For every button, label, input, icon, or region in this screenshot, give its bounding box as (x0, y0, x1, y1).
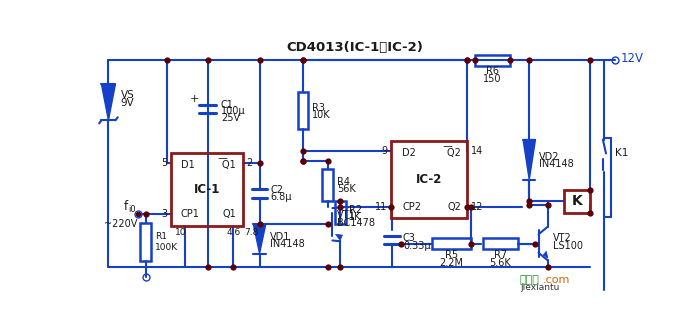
Text: VT1: VT1 (337, 210, 356, 220)
Text: 12V: 12V (621, 52, 644, 65)
Text: 56K: 56K (337, 184, 356, 194)
Text: i0: i0 (128, 205, 136, 214)
Text: 2.2M: 2.2M (440, 258, 463, 268)
Text: 14: 14 (471, 146, 484, 156)
Text: 10K: 10K (312, 110, 331, 120)
Text: 11: 11 (375, 202, 387, 212)
Text: C3: C3 (403, 233, 416, 243)
Text: f: f (124, 200, 128, 213)
Text: BC1478: BC1478 (337, 218, 375, 228)
Text: R1
100K: R1 100K (155, 232, 178, 252)
Text: 0.33μ: 0.33μ (403, 241, 430, 251)
Text: R4: R4 (337, 177, 350, 187)
Text: VD2: VD2 (539, 152, 560, 162)
Bar (172, 153, 242, 226)
Text: 150: 150 (483, 74, 502, 84)
Bar (322, 169, 333, 201)
Text: R6: R6 (486, 66, 499, 76)
Text: CD4013(IC-1～IC-2): CD4013(IC-1～IC-2) (286, 41, 424, 54)
Text: 2: 2 (246, 159, 253, 168)
Text: Q2: Q2 (447, 202, 461, 212)
Bar (298, 92, 309, 129)
Text: D2: D2 (402, 148, 416, 158)
Text: 7.8: 7.8 (244, 228, 259, 237)
Text: VD1: VD1 (270, 232, 290, 241)
Text: K1: K1 (615, 148, 629, 159)
Text: R3: R3 (312, 103, 326, 113)
Text: 9: 9 (382, 146, 387, 156)
Text: VS: VS (121, 90, 134, 100)
Polygon shape (335, 234, 342, 240)
Text: 接线图: 接线图 (520, 275, 540, 285)
Text: ~220V: ~220V (104, 219, 137, 229)
Text: ͞Q1: ͞Q1 (223, 160, 237, 170)
Text: IN4148: IN4148 (270, 239, 305, 248)
Text: 1K: 1K (349, 212, 362, 222)
Polygon shape (253, 224, 266, 254)
Text: C2: C2 (270, 186, 284, 195)
Text: ͞Q2: ͞Q2 (447, 147, 461, 158)
Bar (433, 238, 471, 249)
Text: .com: .com (543, 275, 570, 285)
Text: 5: 5 (161, 159, 167, 168)
Polygon shape (523, 139, 536, 180)
Text: jiexiantu: jiexiantu (520, 283, 559, 292)
Text: IC-2: IC-2 (416, 173, 442, 186)
Text: IC-1: IC-1 (194, 183, 220, 196)
Text: 100μ: 100μ (220, 106, 246, 116)
Text: R2: R2 (349, 205, 363, 215)
Text: CP1: CP1 (181, 209, 199, 219)
Bar (564, 190, 589, 213)
Text: 25V: 25V (220, 113, 240, 123)
Text: 4.6: 4.6 (226, 228, 240, 237)
Text: 12: 12 (471, 202, 484, 212)
Text: 9V: 9V (121, 98, 134, 108)
Text: CP2: CP2 (402, 202, 421, 212)
Polygon shape (543, 251, 548, 258)
Text: R5: R5 (445, 250, 458, 260)
Bar (335, 201, 346, 224)
Text: 6.8μ: 6.8μ (270, 192, 292, 202)
Text: Q1: Q1 (223, 209, 237, 219)
Text: C1: C1 (220, 100, 234, 110)
Bar (483, 238, 517, 249)
Text: LS100: LS100 (552, 241, 582, 251)
Bar (391, 141, 468, 218)
Text: +: + (190, 94, 199, 104)
Text: K: K (571, 194, 582, 208)
Text: 3: 3 (161, 209, 167, 219)
Text: 10: 10 (175, 228, 186, 237)
Text: 5.6K: 5.6K (489, 258, 511, 268)
Bar (475, 55, 510, 66)
Text: R7: R7 (494, 250, 507, 260)
Text: D1: D1 (181, 160, 195, 170)
Text: IN4148: IN4148 (539, 159, 574, 169)
Text: VT2: VT2 (552, 233, 571, 243)
Bar (140, 223, 151, 261)
Polygon shape (102, 84, 116, 120)
